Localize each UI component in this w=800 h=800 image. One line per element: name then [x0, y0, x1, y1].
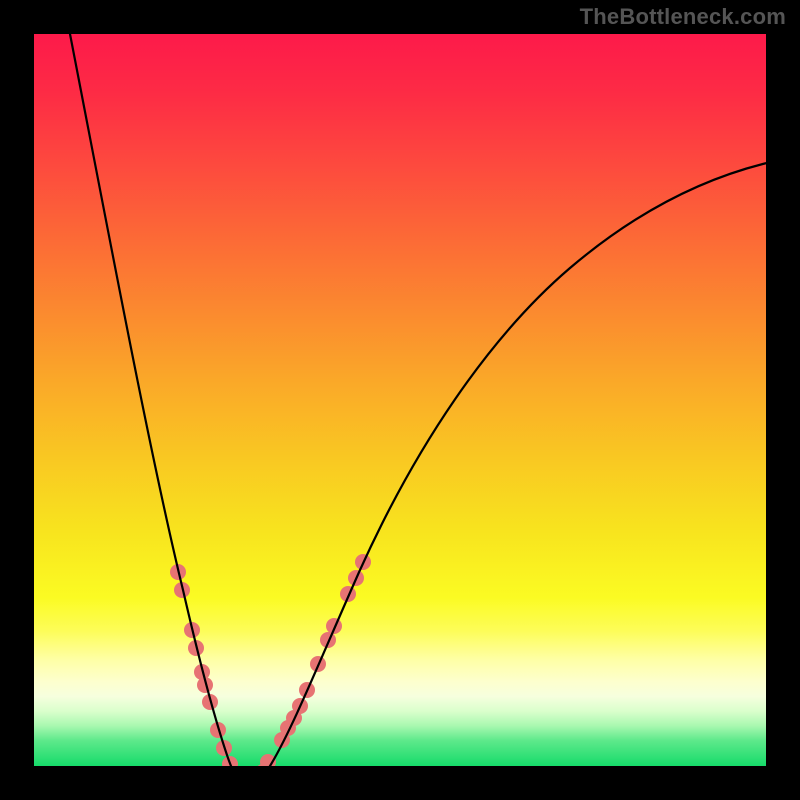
data-point — [242, 778, 258, 794]
data-point — [255, 764, 271, 780]
data-point — [228, 770, 244, 786]
data-point — [234, 778, 250, 794]
bottleneck-curve — [70, 34, 790, 789]
data-point — [249, 772, 265, 788]
chart-svg — [0, 0, 800, 800]
watermark-text: TheBottleneck.com — [580, 4, 786, 30]
